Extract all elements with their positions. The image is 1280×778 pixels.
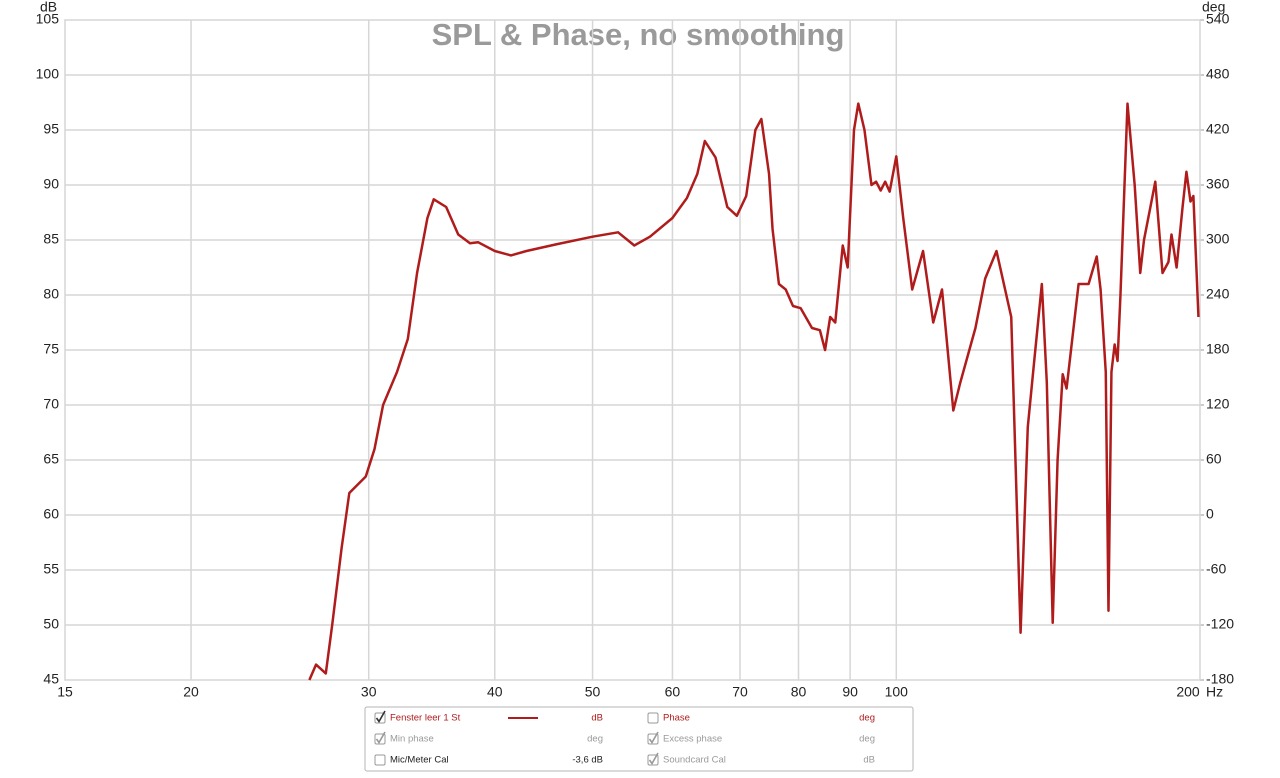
legend-check (375, 710, 386, 723)
y-tick-label: 105 (36, 11, 60, 27)
legend-label: Fenster leer 1 St (390, 713, 461, 724)
y2-tick-label: 120 (1206, 396, 1230, 412)
legend-unit: deg (859, 713, 875, 724)
y-tick-label: 85 (43, 231, 59, 247)
y2-tick-label: 300 (1206, 231, 1230, 247)
y2-tick-label: 0 (1206, 506, 1214, 522)
legend-label: Phase (663, 713, 690, 724)
x-tick-label: 70 (732, 684, 748, 700)
y-tick-label: 100 (36, 66, 60, 82)
y-tick-label: 50 (43, 616, 59, 632)
x-tick-label: 50 (585, 684, 601, 700)
y-tick-label: 90 (43, 176, 59, 192)
legend-unit: deg (859, 734, 875, 745)
x-axis-label: Hz (1206, 684, 1223, 700)
legend-check (648, 731, 659, 744)
y-tick-label: 80 (43, 286, 59, 302)
legend-checkbox[interactable] (647, 712, 659, 724)
legend-label: Mic/Meter Cal (390, 755, 449, 766)
x-tick-label: 15 (57, 684, 73, 700)
y2-tick-label: 60 (1206, 451, 1222, 467)
x-tick-label: 200 (1176, 684, 1200, 700)
x-tick-label: 80 (791, 684, 807, 700)
y2-tick-label: -120 (1206, 616, 1234, 632)
legend-unit: -3,6 dB (572, 755, 603, 766)
x-tick-label: 40 (487, 684, 503, 700)
y-tick-label: 45 (43, 671, 59, 687)
data-line (308, 102, 1200, 681)
y-tick-label: 70 (43, 396, 59, 412)
x-tick-label: 90 (842, 684, 858, 700)
y2-tick-label: 420 (1206, 121, 1230, 137)
legend-unit: dB (591, 713, 603, 724)
x-tick-label: 100 (885, 684, 909, 700)
y2-tick-label: -180 (1206, 671, 1234, 687)
y-tick-label: 55 (43, 561, 59, 577)
y-tick-label: 65 (43, 451, 59, 467)
legend-label: Min phase (390, 734, 434, 745)
legend-check (375, 731, 386, 744)
y2-tick-label: 240 (1206, 286, 1230, 302)
x-tick-label: 20 (183, 684, 199, 700)
legend-checkbox[interactable] (374, 754, 386, 766)
y2-tick-label: -60 (1206, 561, 1226, 577)
y-axis-label: dB (40, 0, 57, 15)
x-tick-label: 60 (665, 684, 681, 700)
y2-axis-label: deg (1202, 0, 1225, 15)
legend-panel (364, 706, 914, 772)
legend-unit: dB (863, 755, 875, 766)
y-tick-label: 60 (43, 506, 59, 522)
legend-label: Excess phase (663, 734, 722, 745)
y2-tick-label: 540 (1206, 11, 1230, 27)
y-tick-label: 75 (43, 341, 59, 357)
y-tick-label: 95 (43, 121, 59, 137)
y2-tick-label: 360 (1206, 176, 1230, 192)
y2-tick-label: 480 (1206, 66, 1230, 82)
y2-tick-label: 180 (1206, 341, 1230, 357)
legend-label: Soundcard Cal (663, 755, 726, 766)
chart-title: SPL & Phase, no smoothing (432, 17, 845, 52)
legend-unit: deg (587, 734, 603, 745)
legend-check (648, 752, 659, 765)
x-tick-label: 30 (361, 684, 377, 700)
